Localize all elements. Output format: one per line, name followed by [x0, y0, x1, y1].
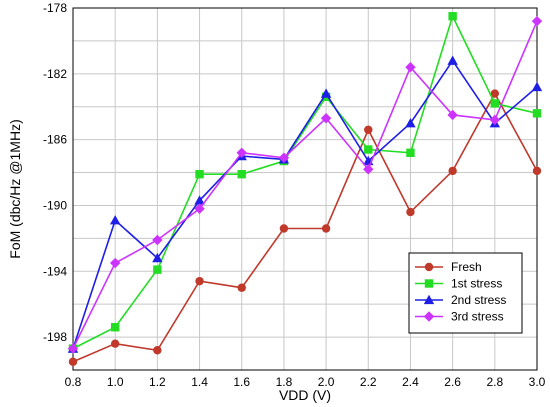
series-line: [72, 91, 538, 363]
y-tick-label: -178: [43, 1, 67, 15]
x-tick-label: 2.2: [360, 375, 377, 389]
data-point: [532, 166, 542, 176]
data-point: [152, 234, 163, 246]
legend-label: Fresh: [451, 260, 482, 274]
series-lines: [67, 12, 543, 366]
x-tick-label: 1.0: [107, 375, 124, 389]
data-point: [237, 283, 246, 292]
data-point: [405, 62, 416, 73]
data-point: [195, 169, 204, 179]
data-point: [532, 109, 542, 118]
data-point: [364, 145, 373, 154]
data-point: [67, 343, 79, 354]
legend-label: 1st stress: [451, 277, 502, 291]
data-point: [490, 89, 500, 98]
data-point: [236, 147, 247, 158]
x-tick-label: 3.0: [529, 375, 546, 389]
data-point: [489, 114, 501, 126]
y-tick-label: -198: [43, 330, 67, 344]
legend-entry: 2nd stress: [415, 293, 506, 307]
series-1: [68, 89, 542, 366]
data-point: [531, 81, 543, 92]
x-tick-label: 1.8: [276, 375, 293, 389]
legend-marker: [424, 262, 434, 272]
y-tick-label: -182: [43, 67, 67, 81]
x-tick-label: 2.8: [486, 375, 503, 389]
data-point: [320, 88, 332, 98]
y-tick-label: -194: [43, 264, 67, 278]
data-point: [152, 252, 163, 263]
x-tick-label: 0.8: [65, 375, 82, 389]
data-point: [109, 215, 121, 225]
data-point: [405, 117, 416, 128]
legend-entry: 1st stress: [415, 277, 502, 291]
data-point: [406, 207, 415, 217]
legend-marker: [424, 279, 434, 288]
series-4: [67, 15, 543, 354]
series-line: [72, 20, 538, 349]
data-point: [531, 15, 543, 27]
legend-label: 3rd stress: [451, 310, 504, 324]
data-point: [447, 55, 458, 65]
data-point: [279, 224, 289, 233]
series-line: [72, 14, 538, 350]
x-tick-label: 1.2: [149, 375, 166, 389]
data-point: [194, 195, 205, 205]
data-point: [278, 152, 290, 163]
data-point: [110, 339, 120, 348]
x-tick-label: 2.6: [444, 375, 461, 389]
data-point: [363, 164, 374, 175]
data-point: [364, 125, 373, 134]
data-point: [320, 113, 332, 124]
data-point: [68, 357, 78, 366]
y-tick-label: -190: [43, 198, 67, 212]
legend-marker: [423, 294, 435, 305]
data-point: [195, 276, 204, 286]
data-point: [153, 346, 162, 355]
y-axis-label: FoM (dbc/Hz @1MHz): [7, 119, 23, 258]
legend-label: 2nd stress: [451, 293, 506, 307]
data-point: [448, 12, 457, 21]
legend: Fresh 1st stress 2nd stress 3rd stress: [408, 252, 523, 334]
series-line: [72, 59, 538, 349]
data-point: [406, 148, 415, 157]
x-tick-label: 2.4: [402, 375, 419, 389]
data-point: [110, 323, 120, 332]
plot-frame: [72, 7, 538, 371]
data-point: [448, 166, 457, 176]
data-point: [321, 224, 331, 233]
data-point: [490, 99, 500, 108]
data-point: [153, 265, 162, 274]
data-point: [237, 169, 246, 179]
x-tick-label: 2.0: [318, 375, 335, 389]
y-axis-ticks: -178 -182 -186 -190 -194 -198: [43, 1, 67, 344]
x-axis-ticks: 0.8 1.0 1.2 1.4 1.6 1.8 2.0 2.2 2.4 2.6 2.8 3.0: [65, 375, 546, 389]
x-tick-label: 1.6: [233, 375, 250, 389]
legend-marker: [423, 311, 435, 322]
data-point: [447, 109, 458, 121]
legend-entry: 3rd stress: [415, 310, 504, 324]
y-tick-label: -186: [43, 133, 67, 147]
data-point: [194, 203, 205, 214]
x-axis-label: VDD (V): [279, 387, 331, 403]
x-tick-label: 1.4: [191, 375, 208, 389]
legend-entry: Fresh: [415, 260, 482, 274]
data-point: [109, 257, 121, 269]
